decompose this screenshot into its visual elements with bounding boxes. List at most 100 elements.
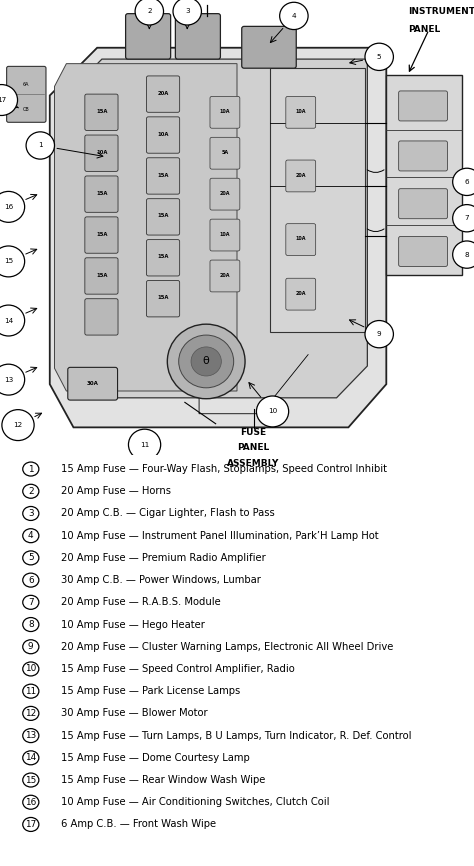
Text: 13: 13 — [25, 731, 36, 740]
Text: 15 Amp Fuse — Turn Lamps, B U Lamps, Turn Indicator, R. Def. Control: 15 Amp Fuse — Turn Lamps, B U Lamps, Tur… — [61, 731, 411, 740]
FancyBboxPatch shape — [399, 141, 447, 171]
Text: FUSE: FUSE — [240, 429, 267, 437]
Text: 15 Amp Fuse — Rear Window Wash Wipe: 15 Amp Fuse — Rear Window Wash Wipe — [61, 775, 265, 785]
FancyBboxPatch shape — [85, 216, 118, 253]
FancyBboxPatch shape — [85, 176, 118, 212]
Text: 9: 9 — [28, 643, 34, 651]
Circle shape — [23, 507, 39, 520]
Text: 15A: 15A — [158, 213, 169, 218]
FancyBboxPatch shape — [210, 178, 240, 210]
Text: 3: 3 — [185, 9, 190, 15]
Text: 15A: 15A — [96, 109, 108, 114]
Text: 6 Amp C.B. — Front Wash Wipe: 6 Amp C.B. — Front Wash Wipe — [61, 819, 216, 830]
Text: 15A: 15A — [96, 273, 108, 278]
Text: 12: 12 — [13, 422, 23, 428]
FancyBboxPatch shape — [175, 14, 220, 59]
Circle shape — [23, 640, 39, 654]
Circle shape — [26, 132, 55, 159]
Text: 15: 15 — [25, 776, 36, 785]
Text: 15 Amp Fuse — Park License Lamps: 15 Amp Fuse — Park License Lamps — [61, 686, 240, 696]
Text: 10A: 10A — [158, 132, 169, 137]
FancyBboxPatch shape — [68, 367, 118, 400]
Polygon shape — [270, 68, 365, 332]
Circle shape — [23, 728, 39, 743]
Text: 10 Amp Fuse — Hego Heater: 10 Amp Fuse — Hego Heater — [61, 619, 205, 630]
Text: 4: 4 — [28, 531, 34, 540]
Circle shape — [23, 462, 39, 476]
Text: 15: 15 — [4, 258, 13, 264]
Text: 30 Amp C.B. — Power Windows, Lumbar: 30 Amp C.B. — Power Windows, Lumbar — [61, 575, 261, 585]
Circle shape — [453, 204, 474, 232]
Text: 6: 6 — [28, 576, 34, 585]
Text: 20 Amp Fuse — Cluster Warning Lamps, Electronic All Wheel Drive: 20 Amp Fuse — Cluster Warning Lamps, Ele… — [61, 642, 393, 652]
FancyBboxPatch shape — [146, 240, 180, 276]
Text: 9: 9 — [377, 331, 382, 337]
Text: 15A: 15A — [158, 172, 169, 178]
Text: PANEL: PANEL — [237, 443, 270, 452]
Text: 20A: 20A — [158, 91, 169, 96]
FancyBboxPatch shape — [85, 135, 118, 171]
Text: 30 Amp Fuse — Blower Motor: 30 Amp Fuse — Blower Motor — [61, 708, 207, 719]
Circle shape — [191, 347, 221, 376]
Text: 17: 17 — [0, 97, 6, 103]
Text: 20A: 20A — [220, 273, 230, 278]
Text: 13: 13 — [4, 377, 13, 383]
Text: ASSEMBLY: ASSEMBLY — [228, 459, 280, 469]
Circle shape — [23, 528, 39, 543]
FancyBboxPatch shape — [146, 117, 180, 153]
Text: 10A: 10A — [220, 109, 230, 114]
Circle shape — [23, 617, 39, 631]
Circle shape — [2, 410, 34, 441]
Text: 4: 4 — [292, 13, 296, 19]
Text: 16: 16 — [4, 204, 13, 210]
Text: 15A: 15A — [158, 295, 169, 301]
Text: 20A: 20A — [220, 191, 230, 196]
Text: 5: 5 — [28, 553, 34, 562]
Text: 5A: 5A — [221, 150, 229, 155]
Text: 16: 16 — [25, 798, 36, 807]
Text: INSTRUMENT: INSTRUMENT — [409, 7, 474, 16]
Text: 3: 3 — [28, 509, 34, 518]
Circle shape — [128, 430, 161, 460]
Text: 8: 8 — [28, 620, 34, 629]
Text: 14: 14 — [4, 318, 13, 324]
Text: 2: 2 — [147, 9, 152, 15]
FancyBboxPatch shape — [399, 189, 447, 219]
Circle shape — [0, 85, 18, 115]
Circle shape — [23, 707, 39, 721]
Text: 20 Amp C.B. — Cigar Lighter, Flash to Pass: 20 Amp C.B. — Cigar Lighter, Flash to Pa… — [61, 508, 274, 519]
FancyBboxPatch shape — [242, 26, 296, 68]
Text: 20 Amp Fuse — R.A.B.S. Module: 20 Amp Fuse — R.A.B.S. Module — [61, 598, 220, 607]
Text: 30A: 30A — [86, 381, 99, 385]
Text: 15A: 15A — [158, 255, 169, 260]
Text: 6A: 6A — [23, 81, 29, 87]
FancyBboxPatch shape — [146, 198, 180, 235]
Circle shape — [23, 773, 39, 787]
Text: 11: 11 — [25, 687, 36, 695]
Text: 10 Amp Fuse — Instrument Panel Illumination, Park’H Lamp Hot: 10 Amp Fuse — Instrument Panel Illuminat… — [61, 531, 378, 540]
Text: θ: θ — [203, 357, 210, 366]
FancyBboxPatch shape — [85, 299, 118, 335]
FancyBboxPatch shape — [85, 258, 118, 294]
Text: 10: 10 — [25, 664, 36, 674]
Circle shape — [23, 662, 39, 676]
Circle shape — [0, 365, 25, 395]
Text: 7: 7 — [28, 598, 34, 607]
Text: 8: 8 — [465, 252, 469, 257]
Circle shape — [0, 191, 25, 223]
Circle shape — [23, 573, 39, 587]
Text: 17: 17 — [25, 820, 36, 829]
Circle shape — [453, 241, 474, 268]
FancyBboxPatch shape — [210, 96, 240, 128]
FancyBboxPatch shape — [146, 76, 180, 113]
Circle shape — [173, 0, 201, 25]
FancyBboxPatch shape — [286, 278, 316, 310]
Text: 10 Amp Fuse — Air Conditioning Switches, Clutch Coil: 10 Amp Fuse — Air Conditioning Switches,… — [61, 798, 329, 807]
Polygon shape — [55, 64, 237, 391]
Circle shape — [453, 168, 474, 196]
Text: 15A: 15A — [96, 231, 108, 236]
Text: 15 Amp Fuse — Speed Control Amplifier, Radio: 15 Amp Fuse — Speed Control Amplifier, R… — [61, 664, 294, 674]
Text: 2: 2 — [28, 487, 34, 495]
Text: 15A: 15A — [96, 191, 108, 196]
Circle shape — [365, 43, 393, 70]
